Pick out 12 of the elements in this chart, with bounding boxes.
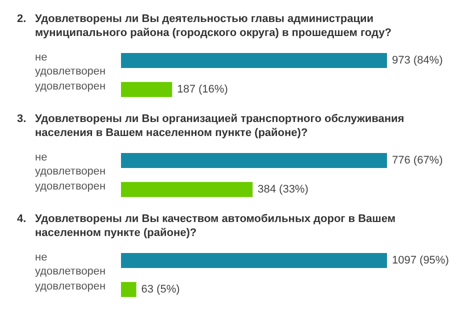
chart-title: 4. Удовлетворены ли Вы качеством автомобильных дорог в Вашем населенном пункте (районе)? [17, 212, 396, 240]
y-tick-label: удовлетворен [35, 80, 106, 92]
y-tick-label: удовлетворен [35, 280, 106, 292]
data-label: 384 (33%) [258, 184, 308, 196]
data-label: 63 (5%) [141, 284, 180, 296]
chart-title: 2. Удовлетворены ли Вы деятельностью главы администрации муниципального района (городского округа) в прошедшем году? [17, 12, 392, 40]
data-label: 973 (84%) [392, 54, 443, 66]
data-label: 1097 (95%) [392, 254, 449, 266]
data-label: 776 (67%) [392, 154, 443, 166]
chart-title: 3. Удовлетворены ли Вы организацией транспортного обслуживания населения в Вашем населенном пункте (районе)? [17, 112, 406, 140]
data-label: 187 (16%) [177, 84, 228, 96]
y-tick-label: удовлетворен [35, 180, 106, 192]
